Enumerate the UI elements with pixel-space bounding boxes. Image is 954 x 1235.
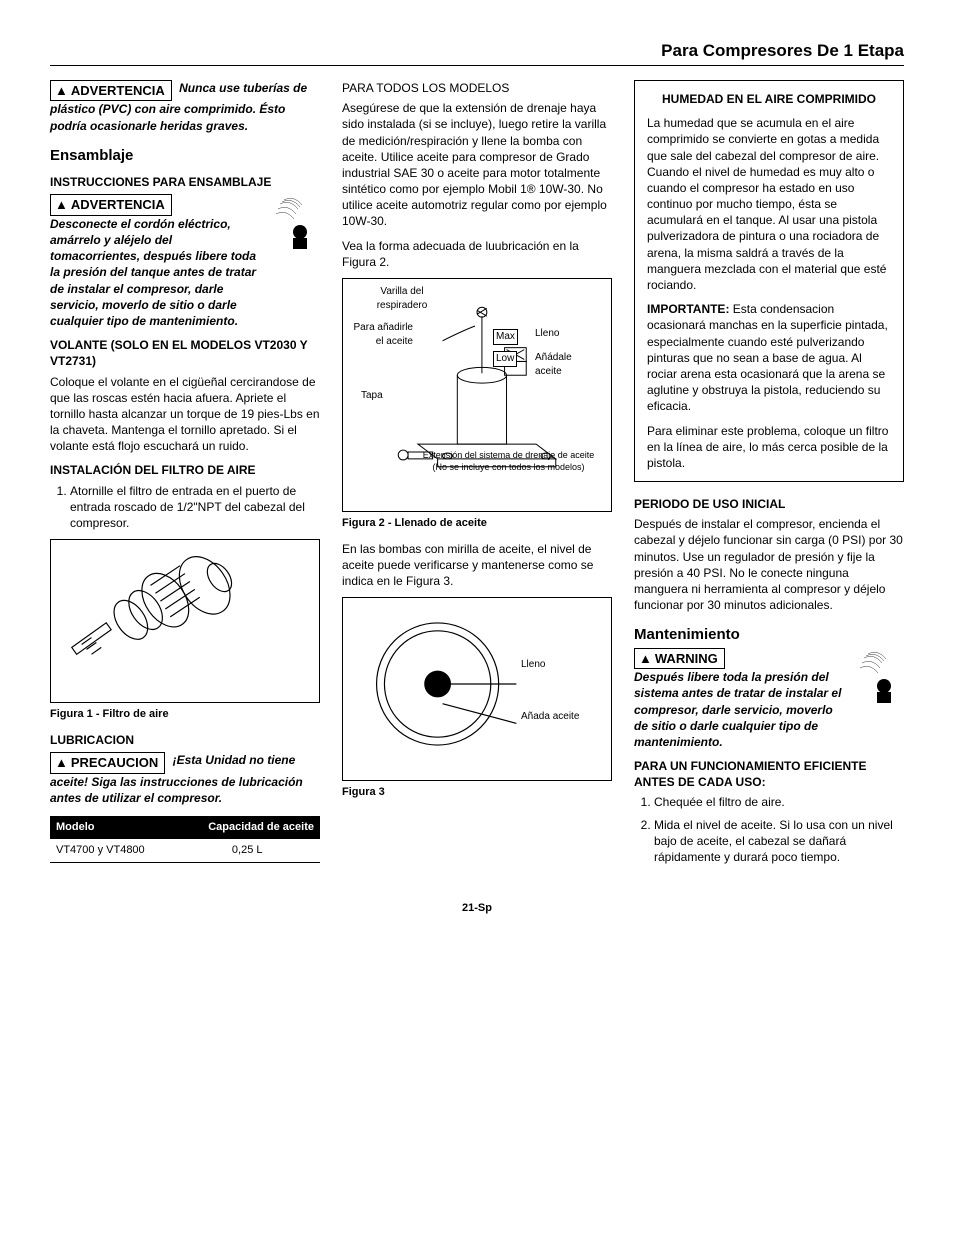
- figure-1-box: [50, 539, 320, 703]
- warning-icon: ▲: [55, 196, 68, 214]
- fig2-tapa: Tapa: [361, 389, 383, 403]
- fig2-varilla: Varilla del respiradero: [367, 285, 437, 312]
- oil-table-model: VT4700 y VT4800: [50, 839, 174, 862]
- air-filter-icon: [57, 546, 313, 684]
- precaucion-label: ▲PRECAUCION: [50, 752, 165, 774]
- humidity-p1: La humedad que se acumula en el aire com…: [647, 115, 891, 293]
- filtro-list: Atornille el filtro de entrada en el pue…: [50, 483, 320, 532]
- page-title: Para Compresores De 1 Etapa: [50, 40, 904, 66]
- figure-2-caption: Figura 2 - Llenado de aceite: [342, 516, 612, 531]
- fig2-para: Para añadirle el aceite: [353, 321, 413, 348]
- instrucciones-heading: INSTRUCCIONES PARA ENSAMBLAJE: [50, 174, 320, 190]
- oil-table: Modelo Capacidad de aceite VT4700 y VT48…: [50, 816, 320, 863]
- column-3: HUMEDAD EN EL AIRE COMPRIMIDO La humedad…: [634, 80, 904, 871]
- column-2: PARA TODOS LOS MODELOS Asegúrese de que …: [342, 80, 612, 871]
- oil-instructions: Asegúrese de que la extensión de drenaje…: [342, 100, 612, 230]
- warning-icon: ▲: [639, 650, 652, 668]
- fig2-anadele: Añádale aceite: [535, 351, 595, 378]
- volante-heading: VOLANTE (SOLO EN EL MODELOS VT2030 Y VT2…: [50, 337, 320, 369]
- oil-table-h2: Capacidad de aceite: [174, 816, 320, 839]
- filtro-list-item: Atornille el filtro de entrada en el pue…: [70, 483, 320, 532]
- fig2-low: Low: [493, 351, 517, 367]
- humidity-p3: Para eliminar este problema, coloque un …: [647, 423, 891, 472]
- maintenance-list: Chequée el filtro de aire. Mida el nivel…: [634, 794, 904, 865]
- fig2-ext: Extensión del sistema de drenaje de acei…: [421, 449, 596, 473]
- warning-disconnect-text: Desconecte el cordón eléctrico, amárrelo…: [50, 217, 256, 328]
- mantenimiento-heading: Mantenimiento: [634, 625, 904, 645]
- humidity-heading: HUMEDAD EN EL AIRE COMPRIMIDO: [647, 91, 891, 107]
- humidity-p2: IMPORTANTE: Esta condensacion ocasionará…: [647, 301, 891, 414]
- main-columns: ▲ADVERTENCIA Nunca use tuberías de plást…: [50, 80, 904, 871]
- figure-2-box: Varilla del respiradero Para añadirle el…: [342, 278, 612, 512]
- warning-label: ▲WARNING: [634, 648, 725, 670]
- advertencia-label-2: ▲ADVERTENCIA: [50, 194, 172, 216]
- oil-table-cap: 0,25 L: [174, 839, 320, 862]
- spray-person-icon: [260, 194, 320, 249]
- warning-pvc: ▲ADVERTENCIA Nunca use tuberías de plást…: [50, 80, 320, 134]
- warning-oil: ▲PRECAUCION ¡Esta Unidad no tiene aceite…: [50, 752, 320, 806]
- advertencia-label: ▲ADVERTENCIA: [50, 80, 172, 102]
- oil-table-h1: Modelo: [50, 816, 174, 839]
- figure-1-caption: Figura 1 - Filtro de aire: [50, 707, 320, 722]
- funcionamiento-heading: PARA UN FUNCIONAMIENTO EFICIENTE ANTES D…: [634, 758, 904, 790]
- warning-maintenance-text: Después libere toda la presión del siste…: [634, 670, 841, 749]
- see-fig2: Vea la forma adecuada de luubricación en…: [342, 238, 612, 270]
- maintenance-item-1: Chequée el filtro de aire.: [654, 794, 904, 810]
- lubricacion-heading: LUBRICACION: [50, 732, 320, 748]
- periodo-text: Después de instalar el compresor, encien…: [634, 516, 904, 613]
- volante-text: Coloque el volante en el cigüeñal cercir…: [50, 374, 320, 455]
- column-1: ▲ADVERTENCIA Nunca use tuberías de plást…: [50, 80, 320, 871]
- page-number: 21-Sp: [50, 901, 904, 916]
- maintenance-item-2: Mida el nivel de aceite. Si lo usa con u…: [654, 817, 904, 866]
- sight-glass-icon: [349, 604, 605, 764]
- warning-maintenance: ▲WARNING Después libere toda la presión …: [634, 648, 904, 750]
- fig2-max: Max: [493, 329, 518, 345]
- fig3-lleno: Lleno: [521, 658, 545, 672]
- warning-icon: ▲: [55, 82, 68, 100]
- fig2-lleno: Lleno: [535, 327, 559, 341]
- spray-person-icon: [844, 648, 904, 703]
- figure-3-box: Lleno Añada aceite: [342, 597, 612, 781]
- sight-glass-text: En las bombas con mirilla de aceite, el …: [342, 541, 612, 590]
- filtro-heading: INSTALACIÓN DEL FILTRO DE AIRE: [50, 462, 320, 478]
- periodo-heading: PERIODO DE USO INICIAL: [634, 496, 904, 512]
- fig3-anada: Añada aceite: [521, 710, 579, 724]
- figure-3-caption: Figura 3: [342, 785, 612, 800]
- todos-modelos-heading: PARA TODOS LOS MODELOS: [342, 80, 612, 96]
- warning-disconnect: ▲ADVERTENCIA Desconecte el cordón eléctr…: [50, 194, 320, 329]
- ensamblaje-heading: Ensamblaje: [50, 146, 320, 166]
- humidity-box: HUMEDAD EN EL AIRE COMPRIMIDO La humedad…: [634, 80, 904, 482]
- warning-icon: ▲: [55, 754, 68, 772]
